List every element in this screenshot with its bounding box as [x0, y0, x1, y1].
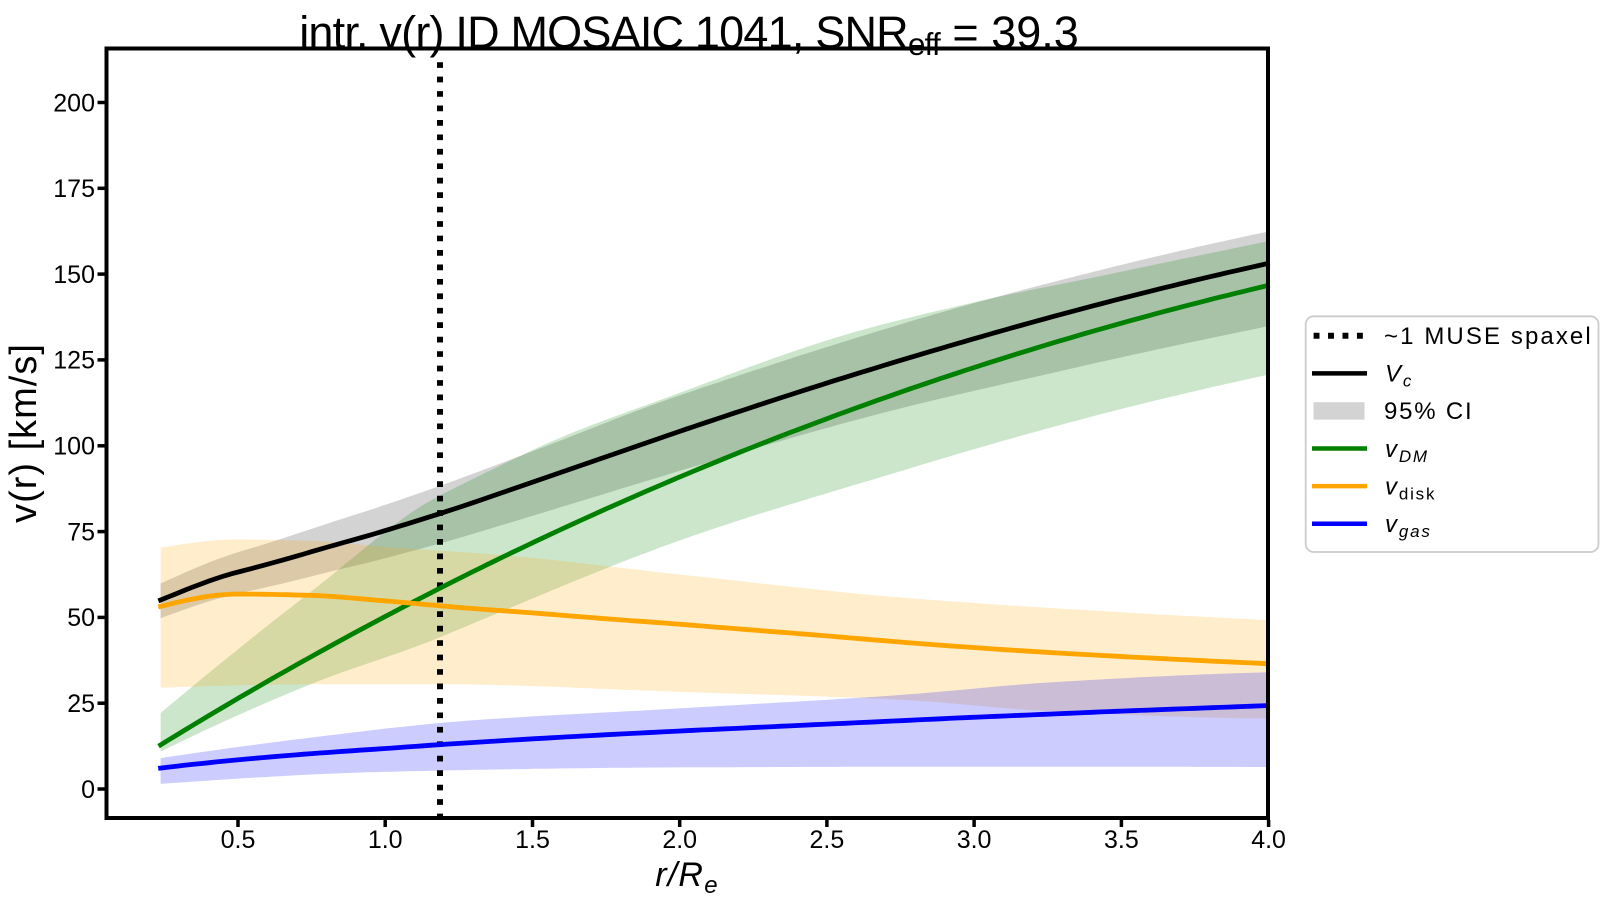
svg-text:200: 200 [53, 89, 95, 117]
svg-text:1.0: 1.0 [368, 826, 403, 854]
svg-text:125: 125 [53, 347, 95, 375]
svg-text:75: 75 [67, 518, 95, 546]
svg-text:0.5: 0.5 [221, 826, 256, 854]
svg-text:175: 175 [53, 175, 95, 203]
svg-text:100: 100 [53, 433, 95, 461]
svg-text:50: 50 [67, 604, 95, 632]
svg-text:3.0: 3.0 [957, 826, 992, 854]
svg-text:25: 25 [67, 690, 95, 718]
svg-text:150: 150 [53, 261, 95, 289]
svg-text:0: 0 [81, 776, 95, 804]
svg-text:2.0: 2.0 [662, 826, 697, 854]
svg-text:95% CI: 95% CI [1384, 398, 1474, 425]
svg-text:3.5: 3.5 [1104, 826, 1139, 854]
svg-text:1.5: 1.5 [515, 826, 550, 854]
svg-text:4.0: 4.0 [1251, 826, 1286, 854]
svg-text:~1 MUSE spaxel: ~1 MUSE spaxel [1384, 323, 1593, 350]
svg-text:2.5: 2.5 [810, 826, 845, 854]
svg-text:v(r) [km/s]: v(r) [km/s] [3, 343, 45, 523]
svg-text:intr. v(r) ID MOSAIC 1041, SNR: intr. v(r) ID MOSAIC 1041, SNReff = 39.3 [299, 7, 1079, 62]
svg-text:vgas: vgas [1385, 511, 1432, 541]
